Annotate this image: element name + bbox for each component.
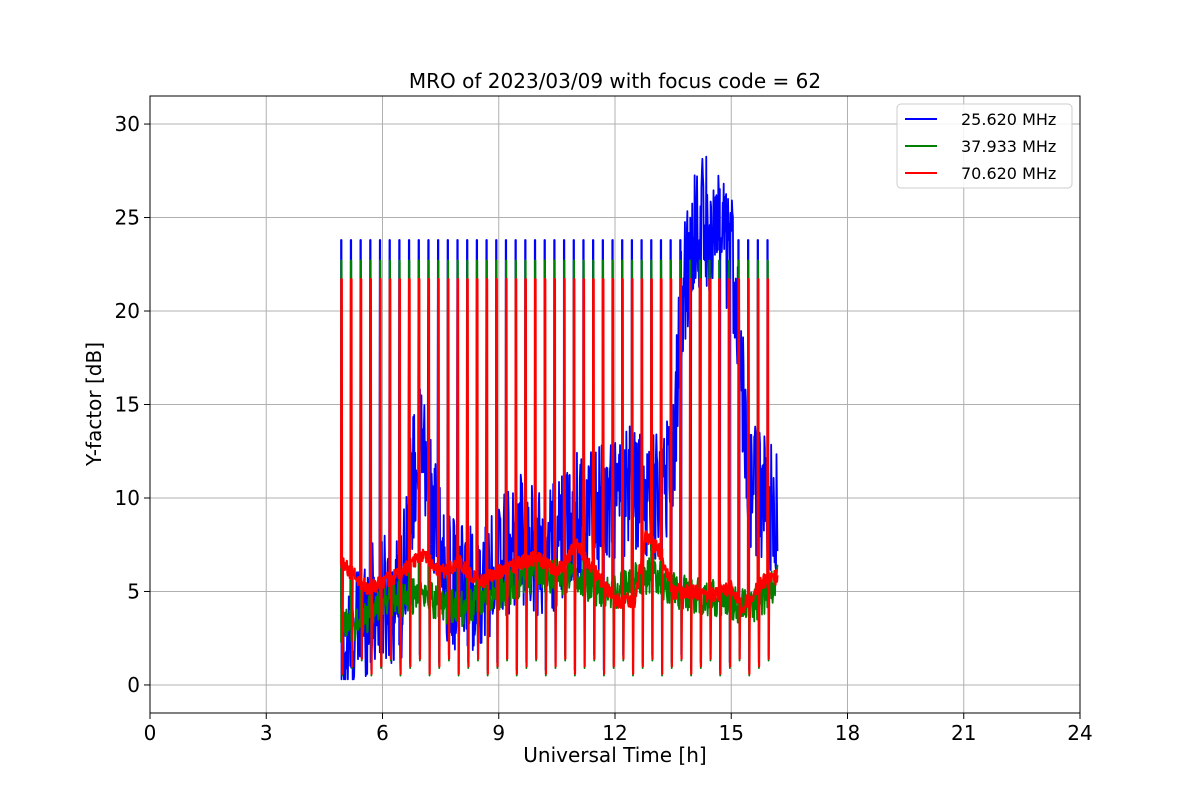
y-tick-label: 20	[115, 299, 140, 323]
series-layer	[339, 155, 779, 681]
y-tick-label: 15	[115, 393, 140, 417]
y-tick-label: 5	[127, 579, 140, 603]
legend-box	[896, 103, 1073, 189]
x-tick-label: 0	[144, 721, 157, 745]
ticks: 0 3 6 9 12 15 18 21 24 0 5 10 15 20 25 30	[115, 112, 1093, 745]
legend-label: 70.620 MHz	[961, 164, 1056, 183]
chart-title: MRO of 2023/03/09 with focus code = 62	[409, 69, 821, 93]
legend: 25.620 MHz 37.933 MHz 70.620 MHz	[896, 103, 1073, 189]
x-tick-label: 24	[1067, 721, 1092, 745]
series-line-25-620-mhz	[340, 155, 779, 681]
series-line-70-620-mhz	[339, 278, 779, 675]
x-tick-label: 6	[376, 721, 389, 745]
legend-label: 37.933 MHz	[961, 137, 1056, 156]
x-tick-label: 18	[835, 721, 860, 745]
y-tick-label: 0	[127, 673, 140, 697]
x-tick-label: 3	[260, 721, 273, 745]
series-line-37-933-mhz	[340, 259, 779, 677]
y-axis-label: Y-factor [dB]	[82, 342, 106, 467]
y-tick-label: 30	[115, 112, 140, 136]
y-tick-label: 10	[115, 486, 140, 510]
x-tick-label: 9	[492, 721, 505, 745]
x-tick-label: 15	[719, 721, 744, 745]
x-tick-label: 12	[602, 721, 627, 745]
x-tick-label: 21	[951, 721, 976, 745]
y-tick-label: 25	[115, 206, 140, 230]
legend-label: 25.620 MHz	[961, 110, 1056, 129]
x-axis-label: Universal Time [h]	[523, 743, 706, 767]
